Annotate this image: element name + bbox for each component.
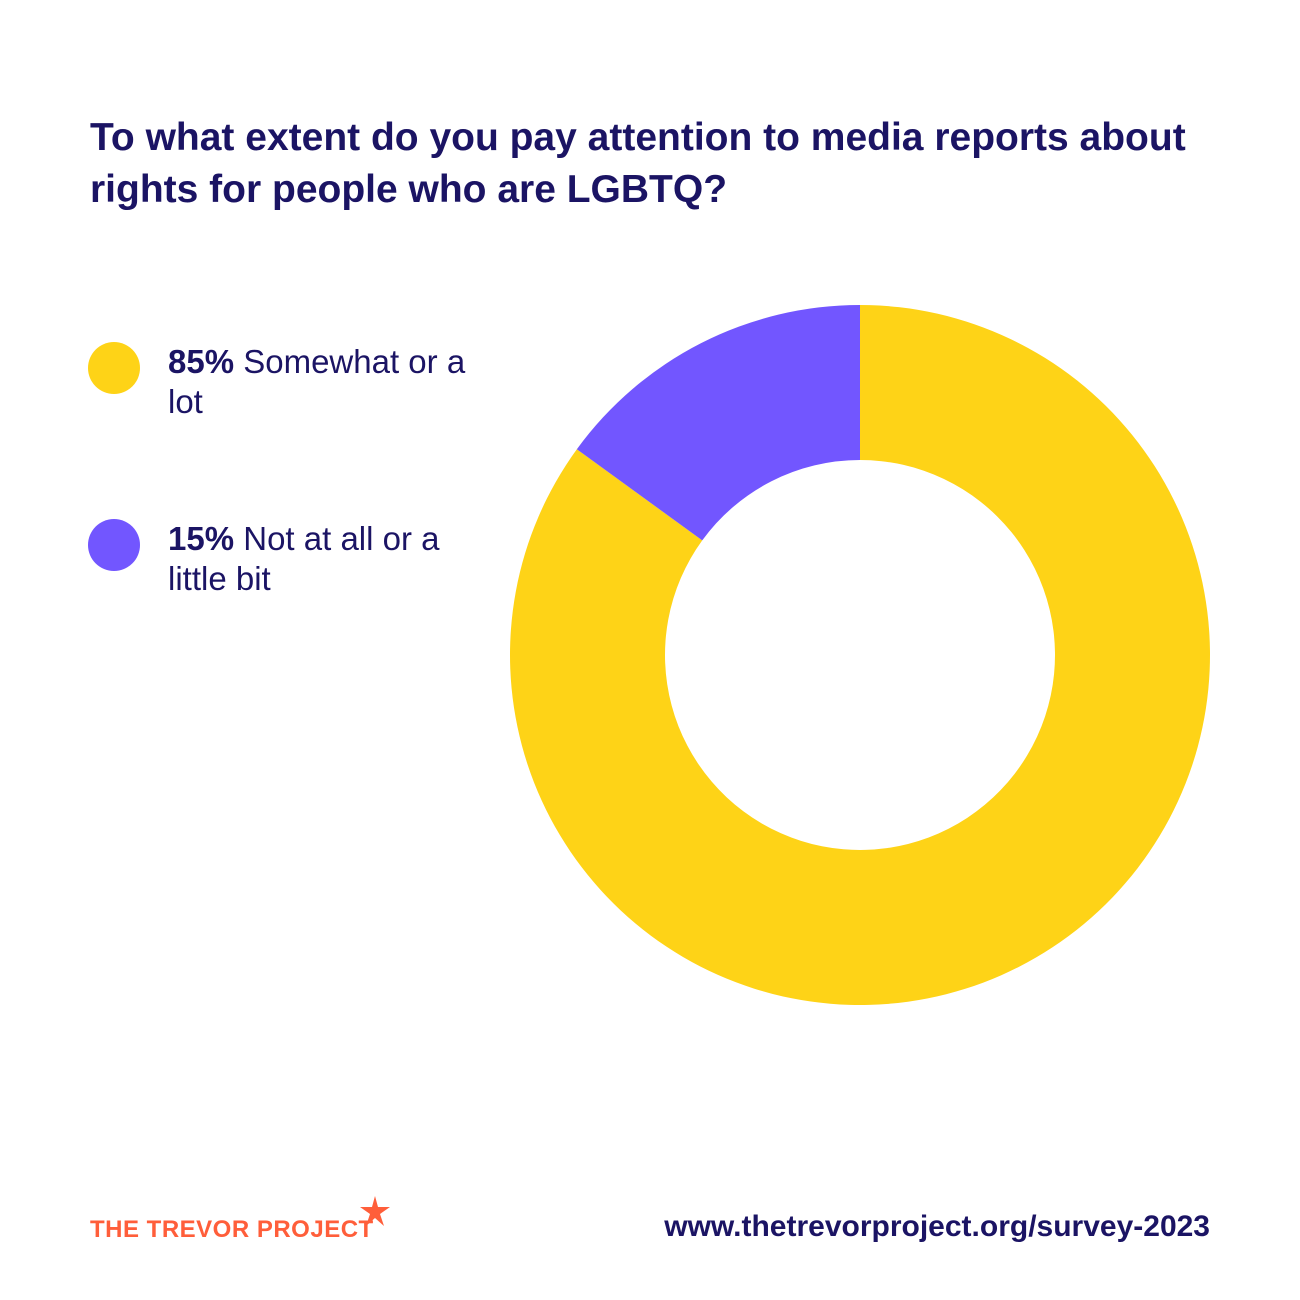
trevor-project-logo: THE TREVOR PROJECT [90, 1196, 410, 1250]
chart-title: To what extent do you pay attention to m… [90, 116, 1186, 211]
legend-label: Somewhat or a lot [168, 343, 466, 420]
legend-text: 85% Somewhat or a lot [168, 342, 468, 422]
legend-percent: 85% [168, 343, 235, 380]
donut-chart [509, 305, 1210, 1005]
legend-swatch-purple [88, 519, 140, 571]
legend-label: Not at all or a little bit [168, 520, 440, 597]
legend-percent: 15% [168, 520, 235, 557]
star-icon [360, 1196, 390, 1226]
legend-item-not-at-all: 15% Not at all or a little bit [88, 519, 468, 609]
donut-slices [509, 305, 1210, 1005]
legend-swatch-yellow [88, 342, 140, 394]
donut-slice-not-at-all-or-a-little-bit [576, 305, 860, 541]
logo-text: THE TREVOR PROJECT [90, 1216, 374, 1243]
legend-item-somewhat-or-a-lot: 85% Somewhat or a lot [88, 342, 468, 432]
legend-text: 15% Not at all or a little bit [168, 519, 468, 599]
survey-url[interactable]: www.thetrevorproject.org/survey-2023 [664, 1210, 1210, 1243]
donut-slice-somewhat-or-a-lot [509, 305, 1210, 1005]
